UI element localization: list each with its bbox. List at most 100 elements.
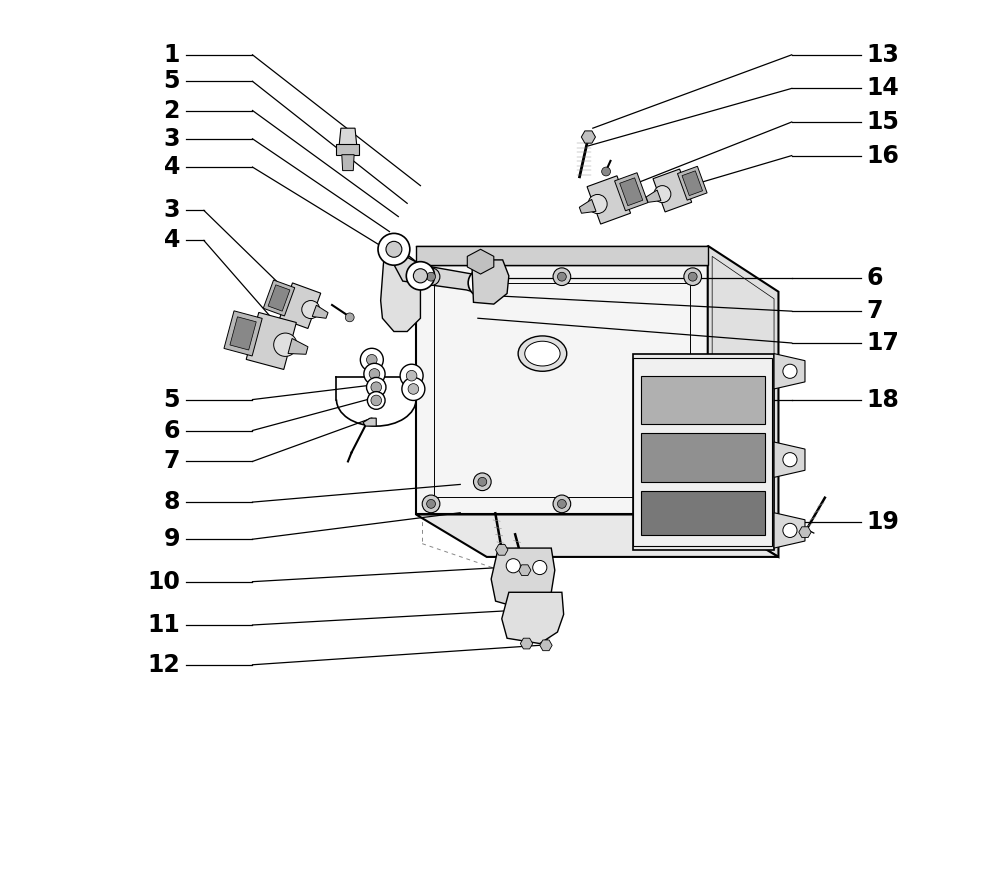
Polygon shape (799, 527, 811, 537)
Polygon shape (641, 491, 765, 535)
Polygon shape (390, 249, 487, 293)
Polygon shape (416, 514, 778, 557)
Text: 19: 19 (867, 509, 900, 534)
Ellipse shape (525, 341, 560, 366)
Text: 1: 1 (164, 42, 180, 67)
Text: 4: 4 (164, 155, 180, 179)
Text: 3: 3 (163, 126, 180, 151)
Circle shape (684, 268, 702, 286)
Circle shape (602, 167, 610, 176)
Text: 10: 10 (147, 569, 180, 594)
Circle shape (533, 560, 547, 575)
Text: 16: 16 (867, 143, 900, 168)
Circle shape (369, 369, 380, 379)
Polygon shape (620, 178, 643, 206)
Polygon shape (677, 166, 707, 200)
Polygon shape (682, 171, 703, 195)
Polygon shape (496, 545, 508, 555)
Circle shape (367, 392, 385, 409)
Polygon shape (383, 248, 420, 272)
Polygon shape (615, 172, 648, 210)
Text: 18: 18 (867, 387, 900, 412)
Circle shape (427, 272, 435, 281)
Polygon shape (224, 311, 262, 356)
Circle shape (360, 348, 383, 371)
Circle shape (688, 499, 697, 508)
Polygon shape (579, 200, 596, 213)
Polygon shape (288, 339, 308, 354)
Circle shape (345, 313, 354, 322)
Polygon shape (416, 265, 708, 514)
Circle shape (406, 262, 435, 290)
Text: 2: 2 (164, 98, 180, 123)
Text: 13: 13 (867, 42, 900, 67)
Polygon shape (339, 128, 357, 146)
Polygon shape (472, 260, 509, 304)
Circle shape (553, 495, 571, 513)
Text: 8: 8 (163, 490, 180, 514)
Polygon shape (581, 131, 595, 143)
Text: 7: 7 (163, 449, 180, 474)
Circle shape (422, 268, 440, 286)
Circle shape (371, 395, 382, 406)
Polygon shape (342, 155, 354, 171)
Circle shape (783, 364, 797, 378)
Text: 4: 4 (164, 228, 180, 253)
Circle shape (557, 499, 566, 508)
Circle shape (367, 354, 377, 365)
Polygon shape (467, 249, 494, 274)
Ellipse shape (518, 336, 567, 371)
Polygon shape (230, 316, 256, 350)
Polygon shape (312, 305, 328, 318)
Circle shape (427, 499, 435, 508)
Text: 11: 11 (147, 613, 180, 637)
Polygon shape (641, 433, 765, 482)
Polygon shape (646, 190, 661, 202)
Text: 9: 9 (163, 527, 180, 552)
Circle shape (478, 477, 487, 486)
Circle shape (783, 453, 797, 467)
Polygon shape (641, 376, 765, 424)
Polygon shape (491, 548, 555, 610)
Text: 5: 5 (163, 69, 180, 94)
Polygon shape (653, 169, 692, 212)
Text: 6: 6 (163, 418, 180, 443)
Circle shape (588, 194, 607, 214)
Text: 7: 7 (867, 299, 883, 324)
Polygon shape (519, 565, 531, 575)
Circle shape (654, 186, 671, 202)
Text: 12: 12 (147, 652, 180, 677)
Circle shape (553, 268, 571, 286)
Polygon shape (633, 358, 772, 546)
Circle shape (378, 233, 410, 265)
Circle shape (274, 333, 297, 356)
Circle shape (684, 495, 702, 513)
Circle shape (688, 272, 697, 281)
Circle shape (302, 301, 320, 318)
Polygon shape (540, 640, 552, 651)
Text: 5: 5 (163, 387, 180, 412)
Circle shape (468, 269, 496, 297)
Circle shape (386, 241, 402, 257)
Circle shape (557, 272, 566, 281)
Circle shape (413, 269, 428, 283)
Text: 15: 15 (867, 110, 900, 134)
Circle shape (473, 473, 491, 491)
Polygon shape (268, 285, 290, 311)
Circle shape (364, 363, 385, 385)
Circle shape (367, 377, 386, 397)
Circle shape (783, 523, 797, 537)
Polygon shape (246, 312, 296, 370)
Polygon shape (774, 354, 805, 389)
Text: 17: 17 (867, 331, 900, 355)
Circle shape (406, 370, 417, 381)
Polygon shape (280, 283, 321, 329)
Polygon shape (336, 144, 359, 155)
Polygon shape (520, 638, 533, 649)
Polygon shape (708, 246, 778, 557)
Circle shape (475, 276, 489, 290)
Circle shape (408, 384, 419, 394)
Circle shape (506, 559, 520, 573)
Polygon shape (633, 354, 774, 550)
Polygon shape (502, 592, 564, 644)
